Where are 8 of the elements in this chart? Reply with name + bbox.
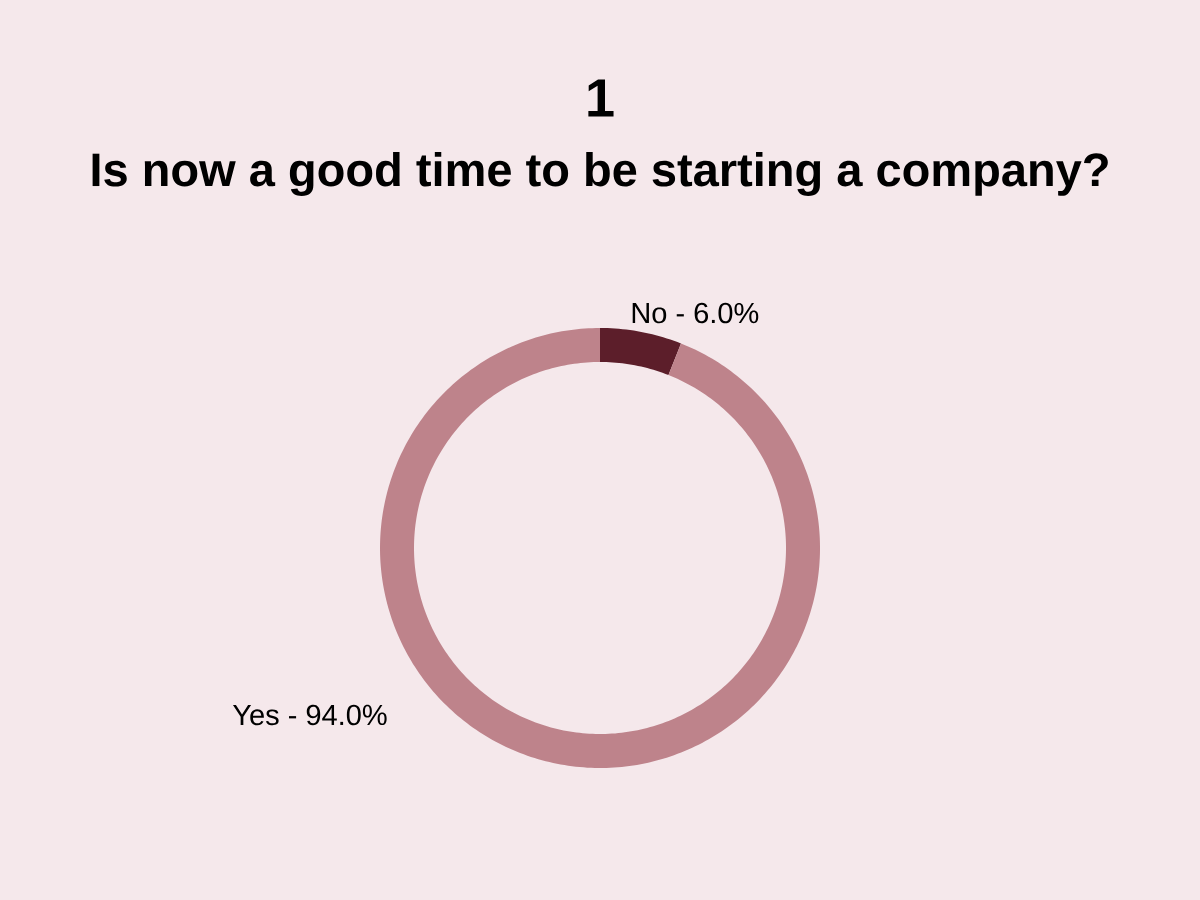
data-label: 94.0% [306, 704, 387, 726]
slice-label: Yes [232, 705, 279, 726]
data-label: 6.0% [694, 302, 759, 324]
slice-label: No [632, 303, 667, 324]
text: - [289, 716, 297, 719]
chart-title: 1 [588, 79, 614, 117]
text: - [676, 314, 684, 317]
chart-subtitle: Is now a good time to be starting a company? [92, 152, 1108, 196]
